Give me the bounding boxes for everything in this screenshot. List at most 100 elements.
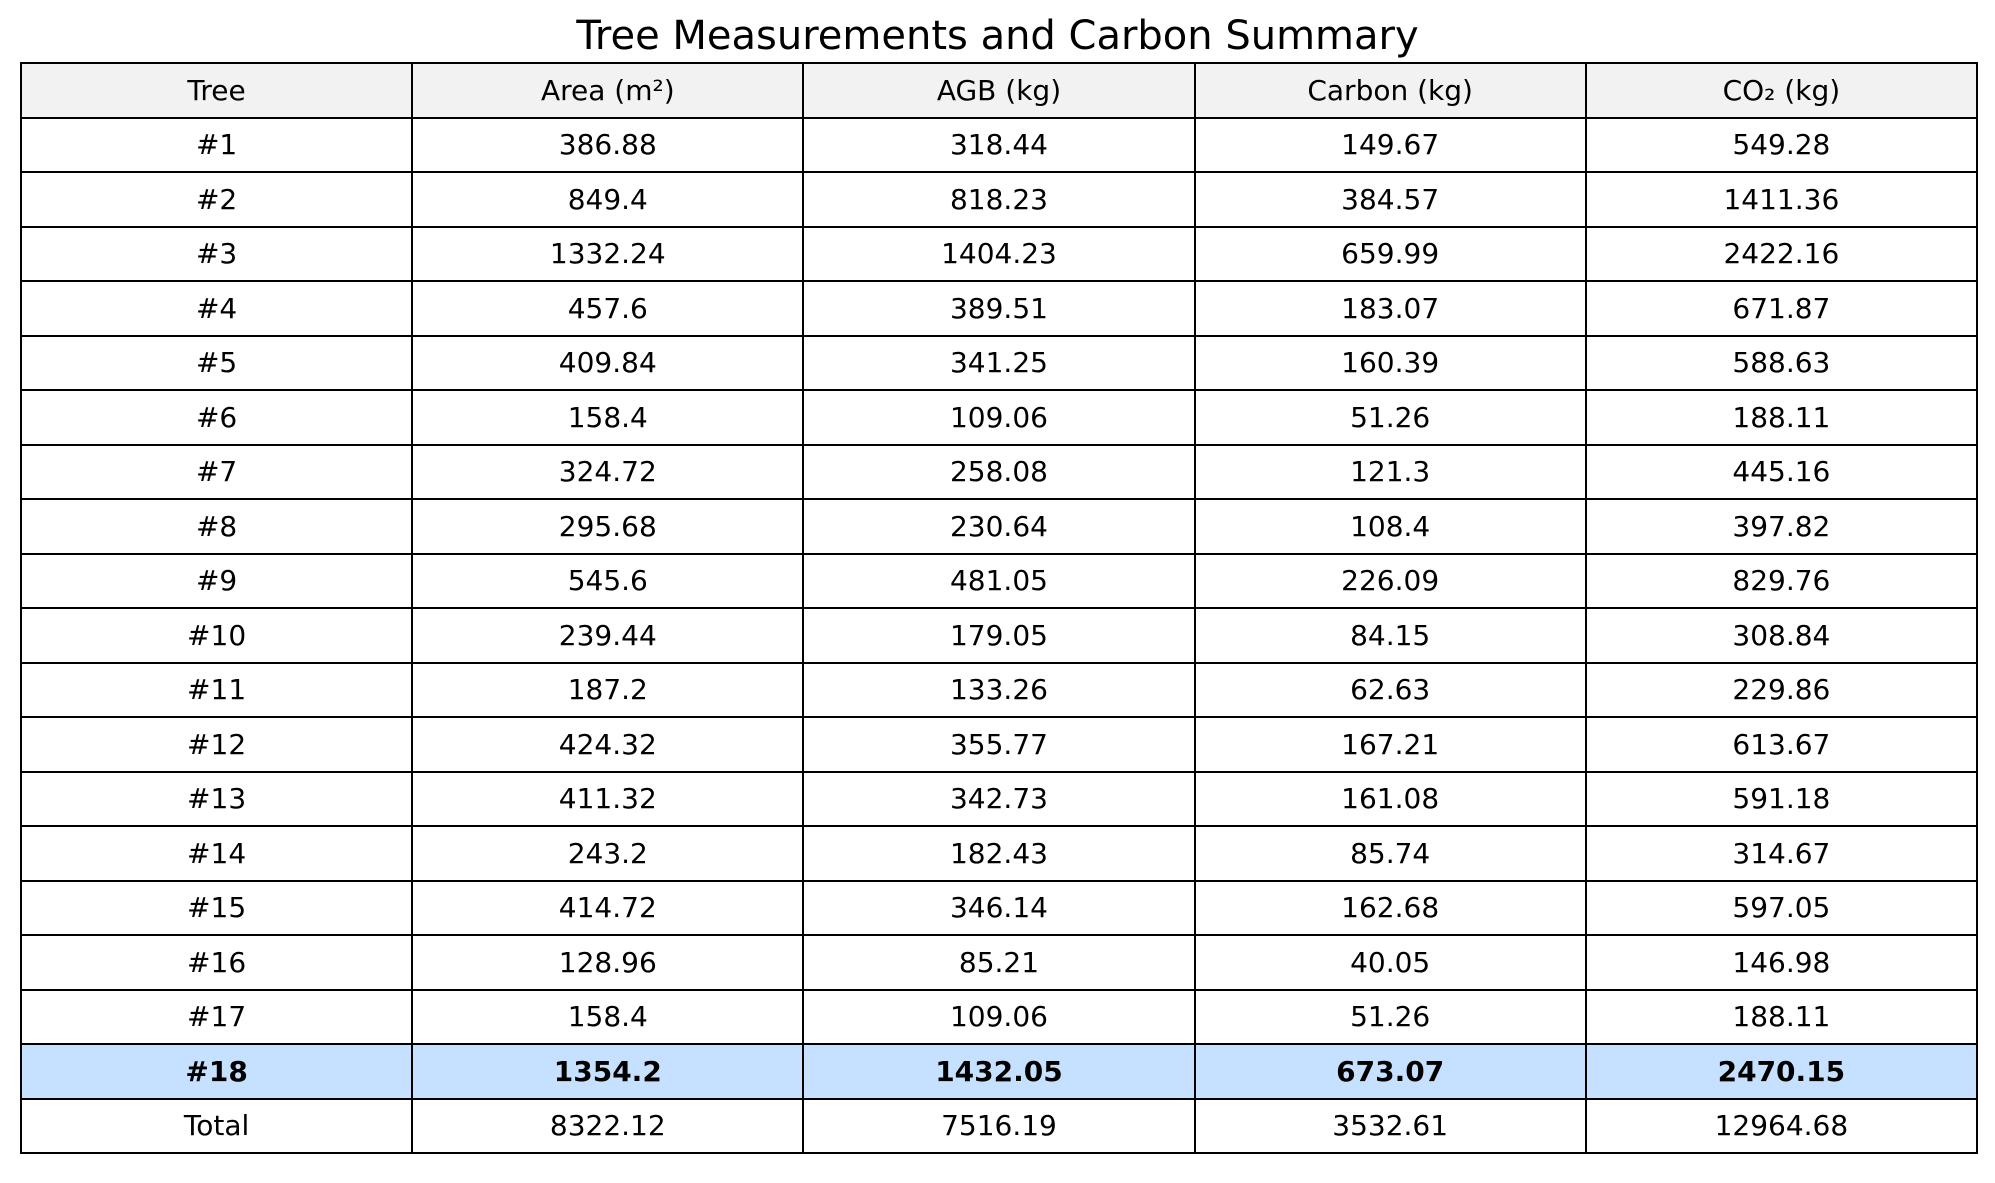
table-cell: 40.05 [1193, 934, 1587, 991]
table-cell: 346.14 [802, 879, 1196, 936]
tree-label-cell: #17 [19, 988, 414, 1045]
table-cell: 409.84 [411, 334, 805, 391]
table-row: #8 295.68 230.64 108.4 397.82 [19, 498, 1979, 555]
tree-label-cell: #13 [19, 770, 414, 827]
table-cell: 109.06 [802, 389, 1196, 446]
table-row: #7 324.72 258.08 121.3 445.16 [19, 443, 1979, 500]
table-row: #5 409.84 341.25 160.39 588.63 [19, 334, 1979, 391]
tree-label-cell: #9 [19, 552, 414, 609]
table-cell: 85.21 [802, 934, 1196, 991]
tree-label-cell: #4 [19, 280, 414, 337]
tree-label-cell: Total [19, 1097, 414, 1154]
table-cell: 128.96 [411, 934, 805, 991]
table-cell: 161.08 [1193, 770, 1587, 827]
tree-label-cell: #1 [19, 116, 414, 173]
table-row: #3 1332.24 1404.23 659.99 2422.16 [19, 225, 1979, 282]
table-cell: 51.26 [1193, 389, 1587, 446]
chart-title: Tree Measurements and Carbon Summary [576, 13, 1419, 59]
table-cell: 829.76 [1584, 552, 1979, 609]
table-cell: 183.07 [1193, 280, 1587, 337]
table-cell: 146.98 [1584, 934, 1979, 991]
table-row: #6 158.4 109.06 51.26 188.11 [19, 389, 1979, 446]
table-row: #1 386.88 318.44 149.67 549.28 [19, 116, 1979, 173]
table-cell: 386.88 [411, 116, 805, 173]
table-cell: 229.86 [1584, 661, 1979, 718]
table-cell: 51.26 [1193, 988, 1587, 1045]
table-row: #14 243.2 182.43 85.74 314.67 [19, 825, 1979, 882]
table-cell: 1411.36 [1584, 171, 1979, 228]
table-cell: 1332.24 [411, 225, 805, 282]
tree-label-cell: #8 [19, 498, 414, 555]
table-cell: 109.06 [802, 988, 1196, 1045]
table-cell: 613.67 [1584, 716, 1979, 773]
table-cell: 160.39 [1193, 334, 1587, 391]
table-cell: 149.67 [1193, 116, 1587, 173]
table-cell: 243.2 [411, 825, 805, 882]
table-cell: 188.11 [1584, 988, 1979, 1045]
table-row: #4 457.6 389.51 183.07 671.87 [19, 280, 1979, 337]
table-cell: 671.87 [1584, 280, 1979, 337]
table-cell: 549.28 [1584, 116, 1979, 173]
table-body: #1 386.88 318.44 149.67 549.28 #2 849.4 818.23 3… [19, 116, 1979, 1154]
column-header-co2: CO₂ (kg) [1584, 62, 1979, 119]
table-cell: 389.51 [802, 280, 1196, 337]
table-cell: 158.4 [411, 389, 805, 446]
tree-label-cell: #5 [19, 334, 414, 391]
total-row: Total 8322.12 7516.19 3532.61 12964.68 [19, 1097, 1979, 1154]
tree-label-cell: #2 [19, 171, 414, 228]
table-cell: 659.99 [1193, 225, 1587, 282]
table-cell: 414.72 [411, 879, 805, 936]
table-cell: 341.25 [802, 334, 1196, 391]
table-row: #2 849.4 818.23 384.57 1411.36 [19, 171, 1979, 228]
tree-label-cell: #7 [19, 443, 414, 500]
table-cell: 295.68 [411, 498, 805, 555]
table-cell: 591.18 [1584, 770, 1979, 827]
tree-label-cell: #11 [19, 661, 414, 718]
table-cell: 133.26 [802, 661, 1196, 718]
column-header-area: Area (m²) [411, 62, 805, 119]
header-row: Tree Area (m²) AGB (kg) Carbon (kg) CO₂ … [19, 62, 1979, 119]
table-cell: 445.16 [1584, 443, 1979, 500]
table-cell: 239.44 [411, 607, 805, 664]
table-cell: 411.32 [411, 770, 805, 827]
table-cell: 226.09 [1193, 552, 1587, 609]
table-cell: 355.77 [802, 716, 1196, 773]
tree-label-cell: #15 [19, 879, 414, 936]
table-cell: 8322.12 [411, 1097, 805, 1154]
table-cell: 384.57 [1193, 171, 1587, 228]
table-cell: 179.05 [802, 607, 1196, 664]
table-cell: 187.2 [411, 661, 805, 718]
table-cell: 85.74 [1193, 825, 1587, 882]
table-cell: 424.32 [411, 716, 805, 773]
table-row: #15 414.72 346.14 162.68 597.05 [19, 879, 1979, 936]
table-cell: 397.82 [1584, 498, 1979, 555]
table-cell: 230.64 [802, 498, 1196, 555]
tree-label-cell: #18 [19, 1043, 414, 1100]
table-cell: 121.3 [1193, 443, 1587, 500]
table-cell: 162.68 [1193, 879, 1587, 936]
table-cell: 545.6 [411, 552, 805, 609]
table-cell: 318.44 [802, 116, 1196, 173]
table-cell: 818.23 [802, 171, 1196, 228]
table-cell: 158.4 [411, 988, 805, 1045]
table-cell: 342.73 [802, 770, 1196, 827]
table-cell: 258.08 [802, 443, 1196, 500]
table-cell: 673.07 [1193, 1043, 1587, 1100]
table-cell: 1404.23 [802, 225, 1196, 282]
tree-label-cell: #10 [19, 607, 414, 664]
table-cell: 3532.61 [1193, 1097, 1587, 1154]
table-row: #17 158.4 109.06 51.26 188.11 [19, 988, 1979, 1045]
table-cell: 182.43 [802, 825, 1196, 882]
data-table: Tree Area (m²) AGB (kg) Carbon (kg) CO₂ … [19, 62, 1979, 1154]
table-row: #10 239.44 179.05 84.15 308.84 [19, 607, 1979, 664]
table-cell: 167.21 [1193, 716, 1587, 773]
table-cell: 457.6 [411, 280, 805, 337]
table-cell: 314.67 [1584, 825, 1979, 882]
table-cell: 62.63 [1193, 661, 1587, 718]
table-cell: 849.4 [411, 171, 805, 228]
table-row: #18 1354.2 1432.05 673.07 2470.15 [19, 1043, 1979, 1100]
table-row: #12 424.32 355.77 167.21 613.67 [19, 716, 1979, 773]
table-row: #11 187.2 133.26 62.63 229.86 [19, 661, 1979, 718]
table-cell: 188.11 [1584, 389, 1979, 446]
table-cell: 108.4 [1193, 498, 1587, 555]
